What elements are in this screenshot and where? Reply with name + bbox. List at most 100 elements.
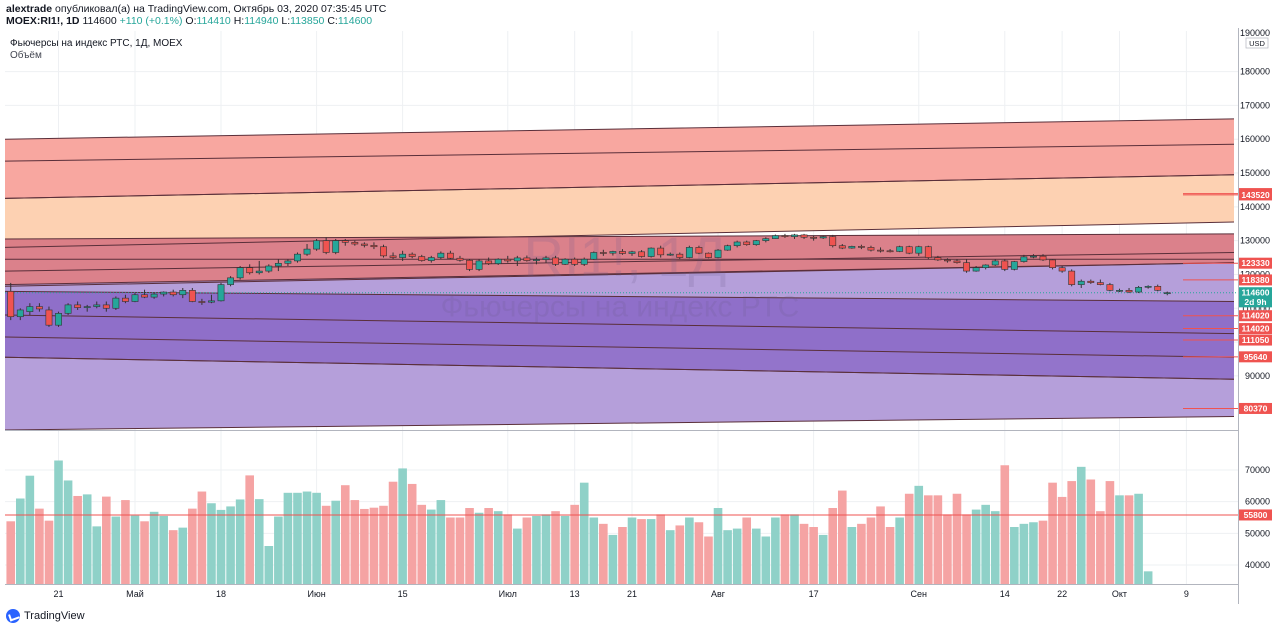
candle[interactable] xyxy=(590,251,598,260)
candle[interactable] xyxy=(791,233,798,239)
candle[interactable] xyxy=(322,237,330,255)
candle[interactable] xyxy=(1010,260,1018,271)
candle[interactable] xyxy=(628,250,636,256)
candle[interactable] xyxy=(963,259,970,273)
candle[interactable] xyxy=(494,258,502,265)
candle[interactable] xyxy=(733,240,741,248)
candle[interactable] xyxy=(1049,259,1056,270)
candle[interactable] xyxy=(504,255,512,263)
candle[interactable] xyxy=(657,245,665,258)
candle[interactable] xyxy=(542,255,550,263)
candle[interactable] xyxy=(571,257,579,267)
candle[interactable] xyxy=(466,259,473,272)
candle[interactable] xyxy=(1087,279,1095,284)
candle[interactable] xyxy=(1163,291,1171,296)
candle[interactable] xyxy=(1106,282,1114,292)
candle[interactable] xyxy=(685,245,693,259)
candle[interactable] xyxy=(877,247,884,253)
candle[interactable] xyxy=(227,276,234,287)
candle[interactable] xyxy=(341,238,349,246)
candle[interactable] xyxy=(771,234,779,239)
candle[interactable] xyxy=(1001,259,1009,272)
candle[interactable] xyxy=(16,308,24,321)
candle[interactable] xyxy=(485,257,493,265)
candle[interactable] xyxy=(1058,266,1066,273)
candle[interactable] xyxy=(112,296,120,310)
candle[interactable] xyxy=(64,303,72,316)
time-axis[interactable]: 21 Май 18 Июн 15 Июл 13 21 Авг 17 Сен 14 22 Окт 9 xyxy=(54,589,1189,599)
candle[interactable] xyxy=(265,264,273,273)
candle[interactable] xyxy=(351,240,359,246)
candle[interactable] xyxy=(102,301,110,312)
candle[interactable] xyxy=(7,282,15,321)
candle[interactable] xyxy=(380,244,387,258)
candle[interactable] xyxy=(953,259,961,264)
candle[interactable] xyxy=(858,244,865,250)
candle[interactable] xyxy=(1125,287,1133,294)
candle[interactable] xyxy=(36,303,43,312)
candle[interactable] xyxy=(236,266,244,280)
candle[interactable] xyxy=(714,249,722,259)
candle[interactable] xyxy=(408,252,416,259)
candle[interactable] xyxy=(456,255,464,262)
candle[interactable] xyxy=(619,249,626,255)
candle[interactable] xyxy=(599,249,607,256)
candle[interactable] xyxy=(523,255,531,262)
candle[interactable] xyxy=(800,233,808,239)
candle[interactable] xyxy=(475,259,483,272)
candle[interactable] xyxy=(246,264,254,275)
candle[interactable] xyxy=(1068,269,1076,287)
candle[interactable] xyxy=(1030,254,1037,259)
candle[interactable] xyxy=(886,249,894,253)
candle[interactable] xyxy=(332,238,340,255)
candle[interactable] xyxy=(695,245,703,255)
candle[interactable] xyxy=(934,255,942,261)
candle[interactable] xyxy=(93,301,101,309)
candle[interactable] xyxy=(1154,284,1162,292)
candle[interactable] xyxy=(1096,279,1104,286)
candle[interactable] xyxy=(743,240,751,246)
candle[interactable] xyxy=(647,247,655,258)
candle[interactable] xyxy=(810,235,818,241)
candle[interactable] xyxy=(552,255,559,267)
candle[interactable] xyxy=(915,245,923,256)
candle[interactable] xyxy=(762,237,770,243)
candle[interactable] xyxy=(561,258,569,265)
tradingview-brand[interactable]: TradingView xyxy=(6,609,85,623)
candle[interactable] xyxy=(437,251,445,260)
candle[interactable] xyxy=(838,244,846,250)
candle[interactable] xyxy=(752,239,760,246)
candle[interactable] xyxy=(217,282,225,302)
candles[interactable] xyxy=(7,233,1171,327)
candle[interactable] xyxy=(991,259,999,267)
candle[interactable] xyxy=(638,250,645,258)
candle[interactable] xyxy=(74,301,82,310)
candle[interactable] xyxy=(982,264,990,270)
candle[interactable] xyxy=(169,289,177,297)
candle[interactable] xyxy=(533,257,540,265)
candle[interactable] xyxy=(274,259,282,272)
candle[interactable] xyxy=(179,287,187,299)
candle[interactable] xyxy=(1077,279,1085,288)
candle[interactable] xyxy=(513,255,521,267)
candle[interactable] xyxy=(198,298,206,305)
candle[interactable] xyxy=(944,258,951,263)
candle[interactable] xyxy=(666,252,674,256)
candle[interactable] xyxy=(160,291,168,297)
candle[interactable] xyxy=(389,252,397,260)
candle[interactable] xyxy=(676,252,684,260)
candle[interactable] xyxy=(313,238,321,251)
symbol-label[interactable]: MOEX:RI1!, 1D xyxy=(6,15,80,27)
candle[interactable] xyxy=(781,233,789,238)
candle[interactable] xyxy=(188,287,196,303)
candle[interactable] xyxy=(829,234,837,248)
candle[interactable] xyxy=(418,254,426,262)
candle[interactable] xyxy=(609,250,617,256)
candle[interactable] xyxy=(924,245,932,260)
candle[interactable] xyxy=(1020,254,1028,263)
volume-pane[interactable] xyxy=(5,460,1238,585)
candle[interactable] xyxy=(284,259,292,267)
candle[interactable] xyxy=(294,252,301,263)
candle[interactable] xyxy=(972,266,980,272)
